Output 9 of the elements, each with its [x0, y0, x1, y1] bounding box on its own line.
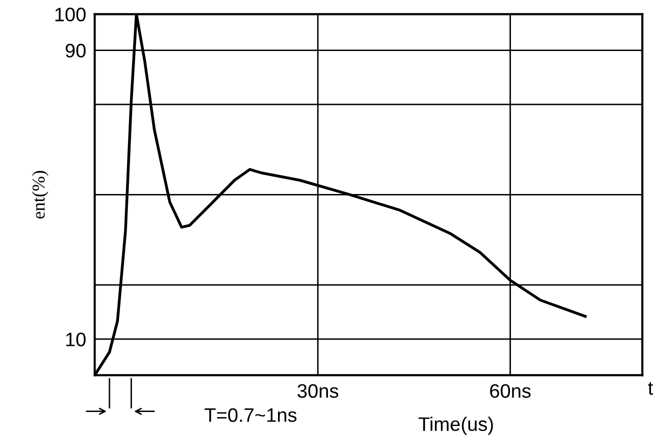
- x-tick-label: 30ns: [298, 384, 338, 398]
- y-axis-title: ent(%): [32, 170, 48, 219]
- y-tick-label: 100: [55, 8, 86, 22]
- x-tick-label: 60ns: [490, 384, 531, 398]
- x-axis-title: Time(us): [418, 416, 493, 435]
- text: t: [648, 382, 654, 395]
- y-tick-label: 90: [66, 44, 86, 58]
- y-tick-label: 10: [66, 332, 86, 346]
- text: T=0.7~1ns: [204, 408, 296, 422]
